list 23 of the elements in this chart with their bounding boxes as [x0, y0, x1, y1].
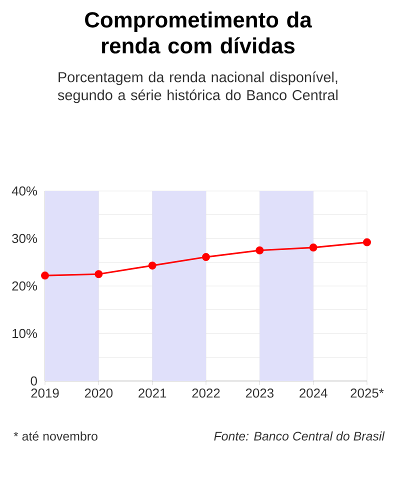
y-tick-label: 40%	[12, 186, 38, 196]
x-tick-label: 2025*	[350, 388, 384, 398]
chart-title: Comprometimento da renda com dívidas	[85, 12, 312, 54]
x-tick-label: 2022	[192, 388, 220, 398]
point	[256, 246, 264, 254]
point	[309, 244, 318, 252]
y-tick-label: 20%	[12, 281, 38, 291]
point	[41, 272, 49, 280]
source-note: Fonte: Banco Central do Brasil	[214, 431, 385, 441]
x-tick-label: 2021	[138, 388, 166, 398]
text: * até novembro	[14, 431, 98, 441]
chart-subtitle: Porcentagem da renda nacional disponível, segundo a série histórica do Banco Central	[58, 72, 338, 104]
x-tick-label: 2019	[31, 388, 59, 398]
point	[202, 253, 210, 262]
y-tick-label: 0	[30, 376, 37, 386]
y-tick-label: 30%	[12, 234, 38, 244]
point	[362, 238, 371, 246]
x-tick-label: 2020	[84, 388, 113, 398]
x-tick-label: 2023	[246, 388, 274, 398]
point	[148, 262, 156, 270]
x-tick-label: 2024	[300, 388, 328, 398]
point	[94, 270, 103, 278]
y-tick-label: 10%	[12, 328, 38, 338]
